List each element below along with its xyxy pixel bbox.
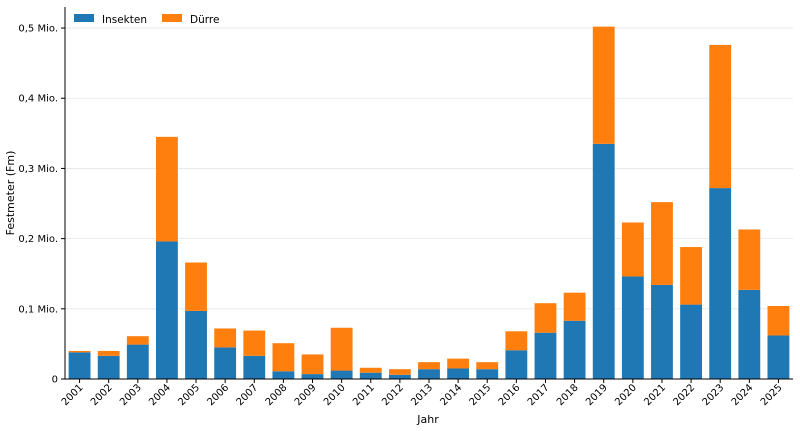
bar-duerre-2022 (680, 247, 702, 305)
x-tick-label: 2012 (380, 382, 406, 408)
bar-duerre-2019 (592, 26, 615, 144)
y-ticks: 0 0,1 Mio. 0,2 Mio. 0,3 Mio. 0,4 Mio. 0,5 Mio… (18, 24, 65, 386)
bar-insekten-2016 (505, 350, 528, 379)
x-tick-label: 2022 (671, 382, 697, 408)
bar-insekten-2004 (156, 241, 178, 379)
bar-insekten-2021 (651, 284, 673, 379)
bar-duerre-2008 (272, 343, 295, 372)
x-tick-label: 2024 (730, 382, 756, 408)
bar-duerre-2016 (505, 331, 528, 351)
y-axis-label: Festmeter (Fm) (4, 151, 17, 236)
bar-insekten-2008 (272, 371, 295, 379)
bar-insekten-2012 (388, 374, 411, 379)
bar-insekten-2003 (126, 344, 149, 379)
x-tick-label: 2014 (438, 382, 464, 408)
x-tick-label: 2010 (322, 382, 348, 408)
x-tick-label: 2023 (701, 382, 727, 408)
x-tick-label: 2019 (584, 382, 610, 408)
bar-duerre-2021 (651, 202, 673, 285)
x-tick-label: 2018 (555, 382, 581, 408)
bar-duerre-2024 (738, 229, 761, 290)
x-axis-label: Jahr (416, 413, 439, 426)
x-tick-label: 2020 (613, 382, 639, 408)
bar-insekten-2025 (767, 335, 790, 379)
bar-insekten-2014 (447, 368, 470, 379)
bar-duerre-2018 (563, 292, 586, 321)
y-tick-label: 0,2 Mio. (18, 234, 58, 245)
bar-insekten-2015 (476, 369, 499, 379)
legend-swatch-insekten (74, 14, 94, 22)
bar-insekten-2007 (243, 355, 266, 379)
bar-duerre-2006 (214, 328, 237, 348)
x-tick-label: 2021 (642, 382, 668, 408)
bar-insekten-2024 (738, 289, 761, 379)
bar-duerre-2002 (97, 350, 120, 356)
x-tick-label: 2005 (176, 382, 202, 408)
x-tick-label: 2025 (759, 382, 785, 408)
y-tick-label: 0 (52, 375, 58, 386)
bar-insekten-2010 (330, 370, 353, 379)
x-tick-label: 2002 (89, 382, 115, 408)
bar-duerre-2015 (476, 362, 499, 370)
bar-duerre-2011 (359, 367, 382, 373)
x-tick-label: 2009 (293, 382, 319, 408)
bars (68, 26, 790, 379)
bar-insekten-2002 (97, 355, 120, 379)
x-tick-label: 2013 (409, 382, 435, 408)
legend-label-duerre: Dürre (190, 14, 219, 26)
bar-duerre-2017 (534, 303, 557, 333)
x-tick-label: 2011 (351, 382, 377, 408)
bar-duerre-2007 (243, 330, 266, 356)
bar-duerre-2009 (301, 354, 324, 375)
x-tick-label: 2006 (206, 382, 232, 408)
bar-insekten-2017 (534, 332, 557, 379)
y-tick-label: 0,4 Mio. (18, 94, 58, 105)
x-tick-label: 2003 (118, 382, 144, 408)
x-tick-label: 2007 (235, 382, 261, 408)
x-tick-label: 2017 (526, 382, 552, 408)
bar-insekten-2001 (68, 352, 91, 379)
bar-insekten-2023 (709, 188, 732, 379)
bar-duerre-2005 (185, 262, 207, 311)
x-tick-label: 2004 (147, 382, 173, 408)
bar-insekten-2019 (592, 143, 615, 379)
x-tick-label: 2015 (468, 382, 494, 408)
y-tick-label: 0,3 Mio. (18, 164, 58, 175)
bar-duerre-2012 (388, 369, 411, 375)
bar-duerre-2014 (447, 358, 470, 369)
bar-insekten-2020 (621, 276, 644, 379)
bar-insekten-2006 (214, 347, 237, 379)
bar-duerre-2023 (709, 44, 732, 189)
y-tick-label: 0,1 Mio. (18, 304, 58, 315)
bar-duerre-2010 (330, 327, 353, 371)
bar-insekten-2009 (301, 374, 324, 379)
bar-insekten-2013 (418, 369, 440, 379)
bar-duerre-2020 (621, 222, 644, 277)
bar-duerre-2001 (68, 350, 91, 353)
x-tick-label: 2001 (60, 382, 86, 408)
bar-insekten-2022 (680, 304, 702, 379)
legend: Insekten Dürre (74, 14, 219, 26)
x-tick-label: 2008 (264, 382, 290, 408)
x-tick-label: 2016 (497, 382, 523, 408)
x-ticks: 2001 2002 2003 2004 2005 2006 2007 2008 2009 2010… (60, 379, 785, 408)
bar-duerre-2013 (418, 362, 440, 370)
bar-duerre-2025 (767, 306, 790, 336)
bar-insekten-2011 (359, 372, 382, 379)
bar-insekten-2018 (563, 320, 586, 379)
bar-insekten-2005 (185, 310, 207, 379)
y-tick-label: 0,5 Mio. (18, 24, 58, 35)
legend-label-insekten: Insekten (102, 14, 147, 26)
bar-duerre-2004 (156, 136, 178, 242)
legend-swatch-duerre (162, 14, 182, 22)
bar-duerre-2003 (126, 336, 149, 345)
